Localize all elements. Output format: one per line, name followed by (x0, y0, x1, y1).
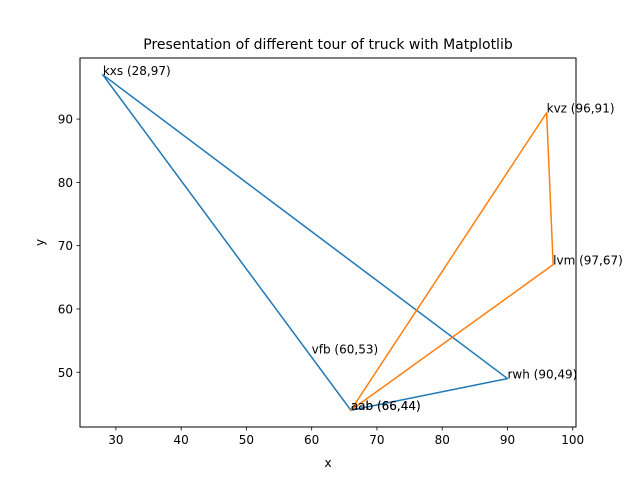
y-axis-label: y (33, 239, 47, 246)
x-axis-ticks: 30 40 50 60 70 80 90 100 (108, 427, 584, 447)
x-tick-label: 80 (435, 433, 450, 447)
point-annotation: vfb (60,53) (312, 342, 378, 356)
y-tick-label: 80 (58, 176, 73, 190)
y-tick-label: 60 (58, 302, 73, 316)
point-annotation: kvz (96,91) (547, 102, 615, 116)
point-annotation: lvm (97,67) (553, 254, 623, 268)
plot-frame (79, 57, 577, 428)
y-tick-label: 50 (58, 366, 73, 380)
point-annotation: kxs (28,97) (103, 64, 171, 78)
x-tick-label: 100 (561, 433, 584, 447)
point-annotation: aab (66,44) (351, 399, 421, 413)
series-line-1 (349, 112, 554, 412)
x-axis-label: x (324, 456, 331, 470)
y-tick-label: 70 (58, 239, 73, 253)
point-annotation: aab (66,44) (351, 399, 421, 413)
x-tick-label: 30 (108, 433, 123, 447)
x-tick-label: 50 (239, 433, 254, 447)
series-line-0 (101, 73, 509, 411)
x-tick-label: 60 (304, 433, 319, 447)
x-tick-label: 40 (174, 433, 189, 447)
x-tick-label: 70 (369, 433, 384, 447)
point-annotation: rwh (90,49) (507, 368, 577, 382)
chart-title: Presentation of different tour of truck … (143, 37, 513, 53)
y-axis-ticks: 50 60 70 80 90 (58, 113, 80, 380)
y-tick-label: 90 (58, 113, 73, 127)
series-layer (101, 73, 554, 412)
x-tick-label: 90 (500, 433, 515, 447)
annotations-layer: kxs (28,97) kvz (96,91) lvm (97,67) vfb (60… (103, 64, 623, 413)
